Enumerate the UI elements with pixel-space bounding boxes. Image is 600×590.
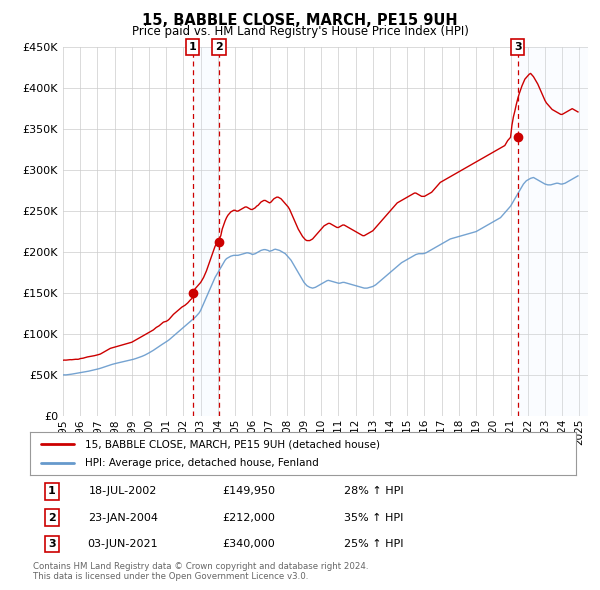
Text: 03-JUN-2021: 03-JUN-2021	[88, 539, 158, 549]
Text: 2: 2	[215, 42, 223, 52]
Text: Price paid vs. HM Land Registry's House Price Index (HPI): Price paid vs. HM Land Registry's House …	[131, 25, 469, 38]
Text: 3: 3	[48, 539, 56, 549]
Bar	[518, 47, 588, 416]
Text: 1: 1	[48, 486, 56, 496]
Text: 35% ↑ HPI: 35% ↑ HPI	[344, 513, 404, 523]
Text: 23-JAN-2004: 23-JAN-2004	[88, 513, 158, 523]
Text: 3: 3	[514, 42, 521, 52]
Text: £212,000: £212,000	[222, 513, 275, 523]
Text: 1: 1	[189, 42, 197, 52]
Text: 18-JUL-2002: 18-JUL-2002	[89, 486, 157, 496]
Text: £340,000: £340,000	[222, 539, 275, 549]
Text: This data is licensed under the Open Government Licence v3.0.: This data is licensed under the Open Gov…	[33, 572, 308, 581]
Text: 15, BABBLE CLOSE, MARCH, PE15 9UH: 15, BABBLE CLOSE, MARCH, PE15 9UH	[142, 13, 458, 28]
Text: 25% ↑ HPI: 25% ↑ HPI	[344, 539, 404, 549]
Text: Contains HM Land Registry data © Crown copyright and database right 2024.: Contains HM Land Registry data © Crown c…	[33, 562, 368, 571]
Text: 28% ↑ HPI: 28% ↑ HPI	[344, 486, 404, 496]
Text: HPI: Average price, detached house, Fenland: HPI: Average price, detached house, Fenl…	[85, 458, 319, 468]
Text: 15, BABBLE CLOSE, MARCH, PE15 9UH (detached house): 15, BABBLE CLOSE, MARCH, PE15 9UH (detac…	[85, 440, 380, 450]
Text: £149,950: £149,950	[222, 486, 275, 496]
Text: 2: 2	[48, 513, 56, 523]
Bar	[193, 47, 219, 416]
